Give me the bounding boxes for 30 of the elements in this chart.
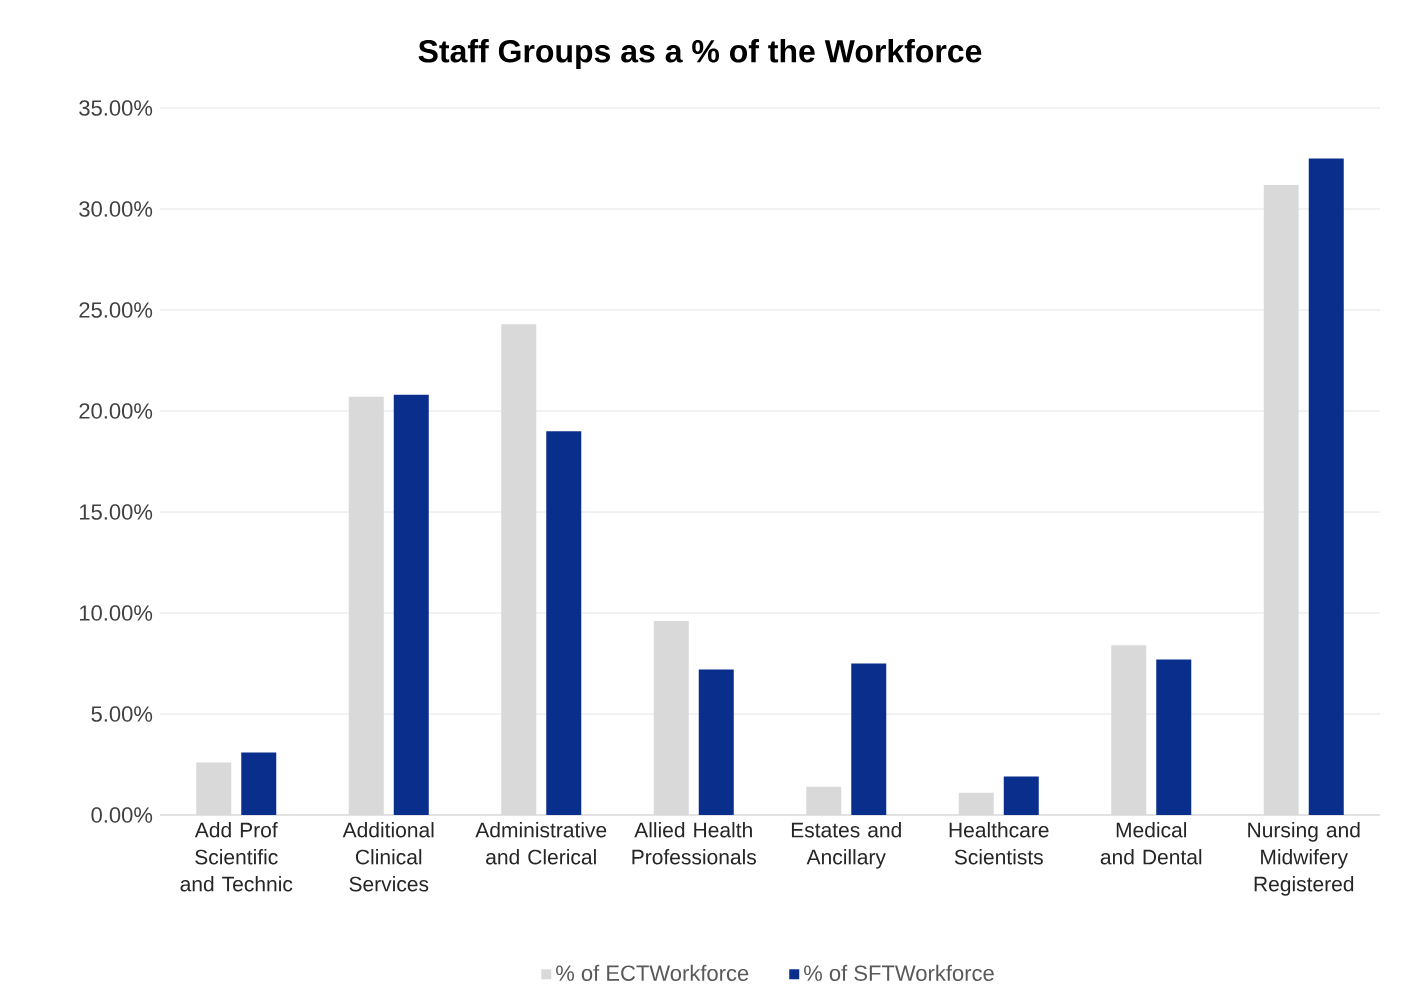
y-tick-label: 15.00% [79, 504, 153, 520]
y-tick-label: 35.00% [79, 100, 153, 116]
bar [196, 762, 232, 816]
chart-title: Staff Groups as a % of the Workforce [418, 39, 982, 70]
y-tick-label: 10.00% [79, 605, 153, 621]
bar [851, 663, 887, 816]
bar [1308, 158, 1344, 816]
bar [698, 669, 734, 816]
x-tick-label: Administrative and Clerical [475, 822, 607, 865]
x-tick-label: Add Prof Scientific and Technic [180, 822, 293, 892]
legend-label: % of ECTWorkforce [556, 964, 749, 982]
y-tick-label: 0.00% [91, 807, 153, 823]
bar [546, 431, 582, 816]
bar [806, 786, 842, 816]
y-tick-label: 5.00% [91, 706, 153, 722]
bar [1156, 659, 1192, 816]
legend-label: % of SFTWorkforce [804, 964, 994, 982]
x-tick-label: Nursing and Midwifery Registered [1248, 822, 1360, 896]
bar [393, 394, 429, 816]
y-tick-label: 30.00% [79, 201, 153, 217]
x-tick-label: Additional Clinical Services [342, 822, 434, 892]
y-tick-label: 25.00% [79, 302, 153, 318]
bar [1003, 776, 1039, 816]
x-tick-label: Healthcare Scientists [949, 822, 1049, 865]
bar [958, 792, 994, 816]
bar [241, 752, 277, 816]
x-tick-label: Allied Health Professionals [632, 822, 756, 865]
x-tick-label: Estates and Ancillary [791, 822, 901, 869]
y-tick-label: 20.00% [79, 403, 153, 419]
x-tick-label: Medical and Dental [1100, 822, 1202, 865]
